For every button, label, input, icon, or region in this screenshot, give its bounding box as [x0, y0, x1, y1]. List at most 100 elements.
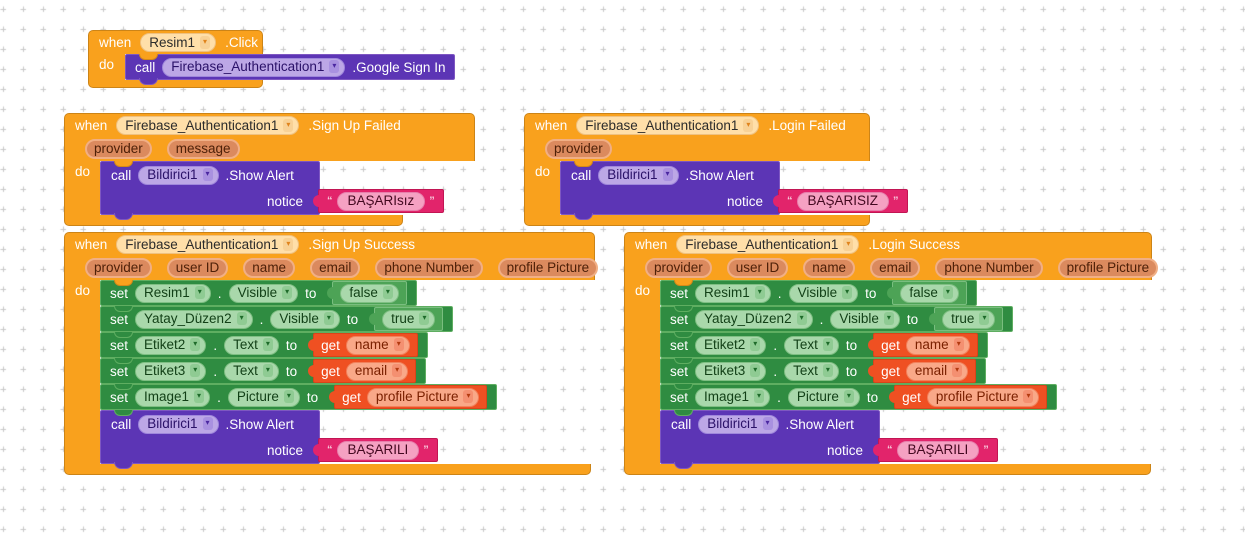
- property-dropdown[interactable]: Picture ▾: [227, 387, 300, 407]
- property-dropdown[interactable]: Text ▾: [784, 361, 839, 381]
- dropdown-arrow-icon[interactable]: ▾: [979, 312, 990, 325]
- dropdown-arrow-icon[interactable]: ▾: [942, 286, 953, 299]
- dropdown-arrow-icon[interactable]: ▾: [236, 312, 247, 325]
- call-show-alert-block[interactable]: call Bildirici1 ▾ .Show Alert notice “ B…: [560, 161, 908, 220]
- set-image1-picture-block[interactable]: set Image1 ▾ . Picture ▾ to get profile …: [660, 384, 1058, 410]
- value-dropdown[interactable]: true ▾: [382, 309, 436, 329]
- block-foot[interactable]: [64, 215, 403, 226]
- component-dropdown[interactable]: Firebase_Authentication1 ▾: [116, 116, 300, 135]
- event-block-header[interactable]: when Firebase_Authentication1 ▾ .Sign Up…: [64, 113, 475, 137]
- dropdown-arrow-icon[interactable]: ▾: [393, 338, 404, 351]
- set-etiket3-text-block[interactable]: set Etiket3 ▾ . Text ▾ to get email ▾: [100, 358, 427, 384]
- do-column[interactable]: do: [524, 161, 560, 215]
- param-chip[interactable]: provider: [85, 258, 152, 278]
- component-dropdown[interactable]: Bildirici1 ▾: [598, 165, 679, 185]
- dropdown-arrow-icon[interactable]: ▾: [262, 364, 273, 377]
- text-input-field[interactable]: BAŞARILI: [336, 440, 420, 460]
- event-block-header[interactable]: when Firebase_Authentication1 ▾ .Login F…: [524, 113, 870, 137]
- component-dropdown[interactable]: Etiket2 ▾: [695, 335, 767, 355]
- event-params-row[interactable]: provider: [524, 137, 870, 161]
- text-input-field[interactable]: BAŞARILI: [896, 440, 980, 460]
- value-dropdown[interactable]: false ▾: [340, 283, 399, 303]
- component-dropdown[interactable]: Etiket3 ▾: [695, 361, 767, 381]
- param-chip[interactable]: email: [310, 258, 361, 278]
- dropdown-arrow-icon[interactable]: ▾: [750, 364, 761, 377]
- dropdown-arrow-icon[interactable]: ▾: [463, 390, 474, 403]
- param-chip[interactable]: provider: [85, 139, 152, 159]
- param-chip[interactable]: name: [803, 258, 856, 278]
- logic-false-block[interactable]: false ▾: [887, 281, 967, 305]
- set-etiket2-text-block[interactable]: set Etiket2 ▾ . Text ▾ to get name ▾: [660, 332, 988, 358]
- do-column[interactable]: do: [64, 161, 100, 215]
- dropdown-arrow-icon[interactable]: ▾: [283, 237, 294, 251]
- dropdown-arrow-icon[interactable]: ▾: [796, 312, 807, 325]
- property-dropdown[interactable]: Picture ▾: [787, 387, 860, 407]
- event-block-header[interactable]: when Firebase_Authentication1 ▾ .Login S…: [624, 232, 1152, 256]
- block-login-success[interactable]: when Firebase_Authentication1 ▾ .Login S…: [624, 232, 1159, 475]
- event-params-row[interactable]: provider message: [64, 137, 475, 161]
- text-string-block[interactable]: “ BAŞARILI ”: [313, 438, 438, 462]
- dropdown-arrow-icon[interactable]: ▾: [843, 390, 854, 403]
- variable-dropdown[interactable]: name ▾: [905, 335, 970, 355]
- component-dropdown[interactable]: Firebase_Authentication1 ▾: [116, 235, 300, 254]
- dropdown-arrow-icon[interactable]: ▾: [750, 338, 761, 351]
- property-dropdown[interactable]: Visible ▾: [270, 309, 340, 329]
- param-chip[interactable]: profile Picture: [497, 258, 599, 278]
- component-dropdown[interactable]: Firebase_Authentication1 ▾: [576, 116, 760, 135]
- event-block-header[interactable]: when Firebase_Authentication1 ▾ .Sign Up…: [64, 232, 595, 256]
- set-resim1-visible-block[interactable]: set Resim1 ▾ . Visible ▾ to false ▾: [660, 280, 977, 306]
- dropdown-arrow-icon[interactable]: ▾: [762, 417, 773, 430]
- get-name-block[interactable]: get name ▾: [868, 333, 978, 357]
- dropdown-arrow-icon[interactable]: ▾: [283, 390, 294, 403]
- do-column[interactable]: do: [88, 54, 125, 80]
- component-dropdown[interactable]: Bildirici1 ▾: [698, 414, 779, 434]
- get-email-block[interactable]: get email ▾: [308, 359, 417, 383]
- text-string-block[interactable]: “ BAŞARILI ”: [873, 438, 998, 462]
- value-dropdown[interactable]: false ▾: [900, 283, 959, 303]
- dropdown-arrow-icon[interactable]: ▾: [200, 35, 211, 49]
- text-string-block[interactable]: “ BAŞARISIZ ”: [773, 189, 908, 213]
- event-params-row[interactable]: provider user ID name email phone Number…: [64, 256, 599, 280]
- dropdown-arrow-icon[interactable]: ▾: [329, 60, 340, 73]
- logic-false-block[interactable]: false ▾: [327, 281, 407, 305]
- text-input-field[interactable]: BAŞARISIZ: [796, 191, 890, 211]
- param-chip[interactable]: name: [243, 258, 296, 278]
- block-foot[interactable]: [524, 215, 870, 226]
- set-etiket2-text-block[interactable]: set Etiket2 ▾ . Text ▾ to get name ▾: [100, 332, 428, 358]
- set-etiket3-text-block[interactable]: set Etiket3 ▾ . Text ▾ to get email ▾: [660, 358, 987, 384]
- block-signup-failed[interactable]: when Firebase_Authentication1 ▾ .Sign Up…: [64, 113, 475, 226]
- dropdown-arrow-icon[interactable]: ▾: [194, 286, 205, 299]
- dropdown-arrow-icon[interactable]: ▾: [743, 118, 754, 132]
- logic-true-block[interactable]: true ▾: [369, 307, 444, 331]
- dropdown-arrow-icon[interactable]: ▾: [662, 168, 673, 181]
- component-dropdown[interactable]: Image1 ▾: [135, 387, 211, 407]
- param-chip[interactable]: email: [870, 258, 921, 278]
- dropdown-arrow-icon[interactable]: ▾: [382, 286, 393, 299]
- block-when-resim1-click[interactable]: when Resim1 ▾ .Click do call Firebase_Au…: [88, 30, 456, 88]
- set-resim1-visible-block[interactable]: set Resim1 ▾ . Visible ▾ to false ▾: [100, 280, 417, 306]
- dropdown-arrow-icon[interactable]: ▾: [843, 237, 854, 251]
- block-signup-success[interactable]: when Firebase_Authentication1 ▾ .Sign Up…: [64, 232, 599, 475]
- event-block-header[interactable]: when Resim1 ▾ .Click: [88, 30, 263, 54]
- dropdown-arrow-icon[interactable]: ▾: [953, 338, 964, 351]
- component-dropdown[interactable]: Bildirici1 ▾: [138, 165, 219, 185]
- component-dropdown[interactable]: Firebase_Authentication1 ▾: [676, 235, 860, 254]
- param-chip[interactable]: profile Picture: [1057, 258, 1159, 278]
- get-name-block[interactable]: get name ▾: [308, 333, 418, 357]
- text-input-field[interactable]: BAŞARIsız: [336, 191, 426, 211]
- variable-dropdown[interactable]: email ▾: [905, 361, 969, 381]
- variable-dropdown[interactable]: profile Picture ▾: [366, 387, 480, 407]
- param-chip[interactable]: phone Number: [375, 258, 483, 278]
- set-yatay-duzen2-visible-block[interactable]: set Yatay_Düzen2 ▾ . Visible ▾ to true ▾: [100, 306, 454, 332]
- property-dropdown[interactable]: Text ▾: [784, 335, 839, 355]
- variable-dropdown[interactable]: profile Picture ▾: [926, 387, 1040, 407]
- set-image1-picture-block[interactable]: set Image1 ▾ . Picture ▾ to get profile …: [100, 384, 498, 410]
- dropdown-arrow-icon[interactable]: ▾: [202, 168, 213, 181]
- dropdown-arrow-icon[interactable]: ▾: [323, 312, 334, 325]
- param-chip[interactable]: phone Number: [935, 258, 1043, 278]
- component-dropdown[interactable]: Image1 ▾: [695, 387, 771, 407]
- text-string-block[interactable]: “ BAŞARIsız ”: [313, 189, 444, 213]
- block-foot[interactable]: [88, 80, 263, 88]
- property-dropdown[interactable]: Visible ▾: [788, 283, 859, 303]
- logic-true-block[interactable]: true ▾: [929, 307, 1004, 331]
